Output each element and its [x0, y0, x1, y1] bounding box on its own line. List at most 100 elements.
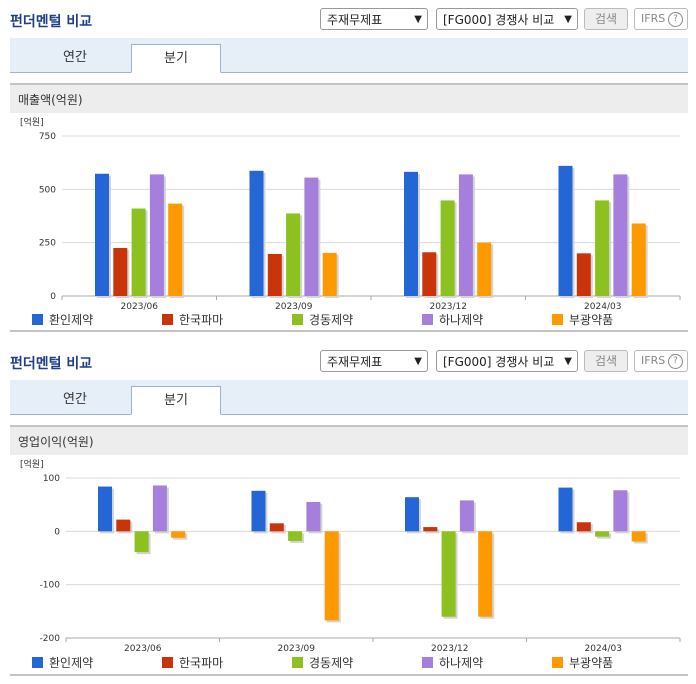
legend-swatch	[422, 314, 433, 325]
bar	[168, 203, 183, 296]
section-header: 펀더멘털 비교 주재무제표 ▼ [FG000] 경쟁사 비교 ▼ 검색 IFRS?	[0, 0, 696, 32]
statement-select-value: 주재무제표	[327, 13, 383, 27]
legend-label: 한국파마	[179, 313, 223, 327]
section-header: 펀더멘털 비교 주재무제표 ▼ [FG000] 경쟁사 비교 ▼ 검색 IFRS?	[0, 342, 696, 374]
bar	[249, 170, 264, 296]
bar	[405, 497, 419, 532]
x-tick-label: 2024/03	[585, 644, 622, 654]
section-title: 펀더멘털 비교	[10, 356, 93, 372]
bar	[631, 223, 646, 296]
x-tick-label: 2023/12	[430, 302, 467, 312]
bar	[286, 213, 301, 296]
legend-label: 환인제약	[49, 312, 93, 327]
statement-select[interactable]: 주재무제표 ▼	[320, 350, 428, 372]
legend-swatch	[162, 657, 173, 668]
bar	[116, 519, 131, 532]
bar	[113, 248, 128, 296]
bar	[288, 531, 303, 541]
y-tick-label: 100	[43, 474, 60, 484]
bar	[322, 252, 337, 296]
bar	[131, 208, 146, 296]
fundamental-section-1: 펀더멘털 비교 주재무제표 ▼ [FG000] 경쟁사 비교 ▼ 검색 IFRS? …	[0, 0, 696, 113]
bar	[558, 165, 573, 296]
compare-select[interactable]: [FG000] 경쟁사 비교 ▼	[436, 350, 578, 372]
chevron-down-icon: ▼	[564, 14, 572, 25]
bar	[576, 522, 591, 532]
legend-swatch	[552, 657, 563, 668]
bar	[149, 174, 164, 296]
metric-title-bar: 영업이익(억원)	[10, 425, 688, 455]
legend-label: 부광약품	[569, 312, 613, 327]
y-tick-label: -100	[40, 581, 61, 591]
bar	[98, 486, 112, 532]
legend-label: 경동제약	[309, 655, 353, 670]
bar	[171, 531, 186, 538]
legend-swatch	[162, 314, 173, 325]
bar	[304, 177, 319, 296]
operating-profit-chart: [억원] -200 -100 0 100 2023/06 2023/09 2023/12 202…	[10, 458, 688, 676]
legend-swatch	[32, 314, 43, 325]
legend-swatch	[292, 657, 303, 668]
search-button[interactable]: 검색	[584, 8, 628, 30]
legend-label: 환인제약	[49, 655, 93, 670]
x-tick-label: 2023/09	[278, 644, 316, 654]
statement-select[interactable]: 주재무제표 ▼	[320, 8, 428, 30]
legend-label: 하나제약	[439, 312, 483, 327]
bar	[458, 174, 473, 296]
bar	[404, 171, 418, 296]
bar	[595, 531, 610, 537]
legend-swatch	[552, 314, 563, 325]
compare-select-value: [FG000] 경쟁사 비교	[443, 13, 555, 27]
tab-quarterly[interactable]: 분기	[131, 386, 221, 415]
bar	[613, 174, 628, 296]
x-tick-label: 2023/06	[124, 644, 162, 654]
legend-swatch	[422, 657, 433, 668]
bar	[477, 242, 492, 296]
y-tick-label: 500	[39, 185, 56, 195]
bar	[441, 531, 456, 617]
legend-label: 경동제약	[309, 312, 353, 327]
help-icon[interactable]: ?	[668, 12, 683, 27]
section-title: 펀더멘털 비교	[10, 14, 93, 30]
ifrs-button[interactable]: IFRS?	[634, 8, 688, 30]
bar	[152, 485, 167, 532]
y-unit-label: [억원]	[20, 458, 44, 470]
search-button[interactable]: 검색	[584, 350, 628, 372]
legend-label: 부광약품	[569, 655, 613, 670]
ifrs-label: IFRS	[641, 12, 666, 25]
bar	[324, 531, 339, 621]
ifrs-button[interactable]: IFRS?	[634, 350, 688, 372]
y-tick-label: 0	[50, 292, 56, 302]
chevron-down-icon: ▼	[414, 356, 422, 367]
compare-select[interactable]: [FG000] 경쟁사 비교 ▼	[436, 8, 578, 30]
legend-swatch	[32, 657, 43, 668]
legend-swatch	[292, 314, 303, 325]
legend-label: 하나제약	[439, 655, 483, 670]
bar	[267, 253, 282, 296]
bar	[595, 200, 610, 296]
compare-select-value: [FG000] 경쟁사 비교	[443, 355, 555, 369]
ifrs-label: IFRS	[641, 354, 666, 367]
help-icon[interactable]: ?	[668, 354, 683, 369]
bar	[251, 490, 266, 532]
tab-quarterly[interactable]: 분기	[131, 44, 221, 73]
period-tabs: 연간 분기	[10, 380, 688, 415]
y-tick-label: 0	[54, 527, 60, 537]
statement-select-value: 주재무제표	[327, 355, 383, 369]
y-unit-label: [억원]	[20, 116, 44, 128]
bar	[423, 527, 438, 532]
bar	[613, 490, 628, 532]
bar	[459, 500, 474, 532]
x-tick-label: 2023/06	[121, 302, 159, 312]
period-tabs: 연간 분기	[10, 38, 688, 73]
bar	[576, 253, 591, 296]
tab-annual[interactable]: 연간	[63, 392, 87, 407]
x-tick-label: 2023/09	[275, 302, 313, 312]
y-tick-label: 750	[39, 132, 56, 142]
bar	[422, 252, 437, 296]
y-tick-label: 250	[39, 239, 56, 249]
tab-annual[interactable]: 연간	[63, 50, 87, 65]
metric-title-bar: 매출액(억원)	[10, 83, 688, 113]
y-tick-label: -200	[40, 634, 61, 644]
chevron-down-icon: ▼	[564, 356, 572, 367]
